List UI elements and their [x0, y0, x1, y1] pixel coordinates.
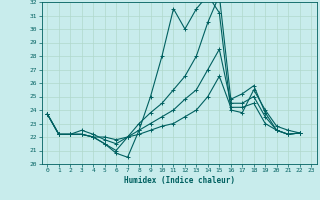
- X-axis label: Humidex (Indice chaleur): Humidex (Indice chaleur): [124, 176, 235, 185]
